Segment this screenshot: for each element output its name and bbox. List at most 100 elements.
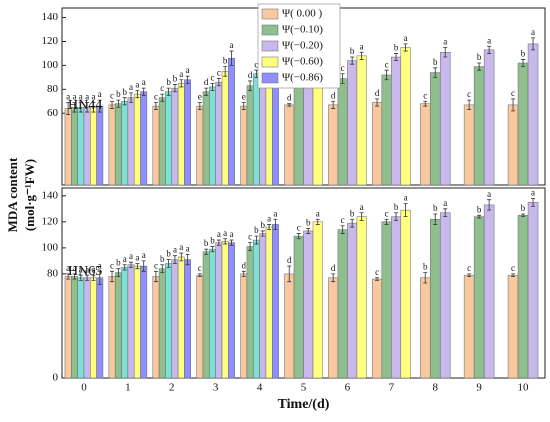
bar (265, 226, 273, 379)
x-tick-label: 5 (301, 382, 307, 394)
error-bar (443, 208, 448, 218)
bar (293, 80, 304, 186)
significance-letter: a (186, 65, 190, 75)
error-bar (78, 102, 83, 113)
error-bar (331, 273, 336, 283)
legend-label: Ψ( 0.00 ) (282, 8, 323, 20)
significance-letter: b (160, 254, 165, 264)
bar (165, 263, 173, 379)
error-bar (521, 213, 526, 218)
bar (215, 81, 223, 186)
significance-letter: a (217, 229, 221, 239)
significance-letter: c (154, 92, 158, 102)
error-bar (223, 238, 228, 245)
significance-letter: a (72, 92, 76, 102)
error-bar (179, 79, 184, 88)
bar (96, 277, 104, 379)
significance-letter: c (385, 59, 389, 69)
error-bar (110, 270, 115, 283)
bar (177, 256, 185, 379)
significance-letter: c (217, 68, 221, 78)
significance-letter: c (110, 90, 114, 100)
significance-letter: a (91, 92, 95, 102)
bar (90, 277, 97, 379)
x-tick-label: 6 (345, 382, 351, 394)
legend-swatch (261, 8, 279, 20)
bar (337, 229, 348, 379)
significance-letter: b (433, 203, 438, 213)
bar (463, 104, 475, 186)
bar (171, 87, 179, 186)
error-bar (359, 212, 364, 221)
bar (90, 107, 97, 186)
bar (391, 56, 402, 186)
bar (372, 102, 383, 186)
bar (133, 265, 141, 379)
significance-letter: c (341, 63, 345, 73)
error-bar (72, 273, 77, 280)
significance-letter: c (467, 89, 471, 99)
error-bar (350, 218, 355, 228)
bar (228, 57, 235, 186)
error-bar (160, 264, 165, 273)
error-bar (85, 102, 90, 113)
bar (356, 55, 367, 186)
error-bar (66, 102, 71, 115)
significance-letter: a (85, 264, 89, 274)
significance-letter: b (210, 236, 215, 246)
panel-label: HN44 (68, 98, 102, 113)
bar (215, 242, 223, 379)
y-tick-label: 80 (47, 83, 59, 95)
error-bar (179, 252, 184, 262)
error-bar (91, 102, 96, 113)
y-tick-label: 100 (42, 241, 59, 253)
error-bar (153, 102, 158, 111)
bar (71, 107, 78, 186)
significance-letter: a (360, 41, 364, 51)
error-bar (172, 84, 177, 93)
significance-letter: a (123, 254, 127, 264)
bar (463, 274, 475, 379)
significance-letter: b (223, 56, 228, 66)
legend-label: Ψ(−0.60) (282, 56, 323, 68)
significance-letter: a (129, 82, 133, 92)
bar (202, 251, 210, 379)
significance-letter: b (261, 220, 266, 230)
bar (96, 105, 104, 186)
bar (400, 47, 411, 186)
error-bar (78, 274, 83, 281)
bar (517, 62, 529, 186)
significance-letter: c (154, 260, 158, 270)
significance-letter: c (211, 72, 215, 82)
error-bar (166, 87, 171, 96)
legend-label: Ψ(−0.86) (282, 72, 323, 84)
significance-letter: a (72, 263, 76, 273)
error-bar (315, 218, 320, 225)
significance-letter: a (98, 260, 102, 270)
significance-letter: a (230, 229, 234, 239)
bar (429, 218, 441, 379)
significance-letter: a (223, 228, 227, 238)
y-tick-label: 140 (42, 11, 59, 23)
bar (184, 79, 192, 186)
bar (108, 276, 116, 379)
bar (439, 52, 451, 186)
bar (246, 246, 254, 379)
bar (209, 86, 216, 186)
error-bar (172, 255, 177, 264)
error-bar (403, 43, 408, 52)
error-bar (216, 78, 221, 87)
significance-letter: a (531, 187, 535, 197)
error-bar (287, 265, 292, 283)
bar (165, 91, 173, 186)
bar (473, 66, 485, 186)
error-bar (487, 45, 492, 54)
bar (473, 216, 485, 379)
bar (240, 105, 248, 186)
significance-letter: c (375, 267, 379, 277)
error-bar (241, 102, 246, 111)
error-bar (241, 270, 246, 277)
significance-letter: d (331, 263, 336, 273)
x-tick-label: 4 (257, 382, 263, 394)
error-bar (433, 213, 438, 225)
